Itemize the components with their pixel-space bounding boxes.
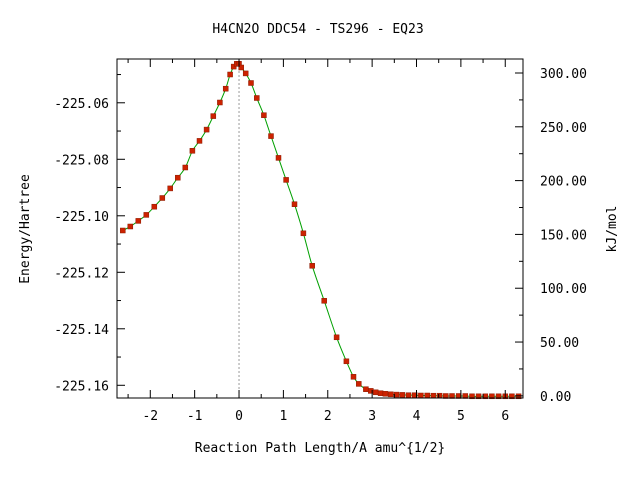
series-line <box>122 62 519 397</box>
data-point <box>321 298 327 304</box>
data-point <box>430 392 437 399</box>
y2-axis-label: kJ/mol <box>605 206 620 253</box>
y-tick-label: -225.12 <box>54 266 109 281</box>
data-point <box>436 392 443 399</box>
series-layer <box>120 61 522 400</box>
data-point <box>203 126 210 133</box>
chart-title: H4CN2O DDC54 - TS296 - EQ23 <box>212 22 423 37</box>
y-axis-label: Energy/Hartree <box>18 174 33 284</box>
data-point <box>489 393 495 400</box>
data-point <box>120 227 126 234</box>
data-point <box>189 148 196 154</box>
data-point <box>377 390 384 396</box>
x-tick-label: 0 <box>235 409 243 424</box>
data-point <box>363 386 369 392</box>
x-tick-label: -2 <box>142 409 158 424</box>
x-tick-label: 3 <box>368 409 376 424</box>
data-point <box>283 177 289 183</box>
data-point <box>418 392 424 399</box>
data-point <box>291 201 298 207</box>
data-point <box>382 391 389 397</box>
data-point <box>151 203 158 210</box>
data-point <box>343 358 350 365</box>
y2-tick-label: 150.00 <box>540 228 587 243</box>
x-tick-label: 6 <box>501 409 509 424</box>
y2-tick-label: 50.00 <box>540 336 579 351</box>
data-point <box>167 185 173 192</box>
data-point <box>175 174 181 181</box>
y-tick-label: -225.06 <box>54 97 109 112</box>
data-point <box>399 392 406 398</box>
y-tick-label: -225.08 <box>54 153 109 168</box>
data-point <box>242 70 249 77</box>
data-point <box>509 393 515 400</box>
x-tick-label: 2 <box>324 409 332 424</box>
data-point <box>309 263 315 269</box>
data-point <box>356 381 362 387</box>
data-point <box>388 391 394 398</box>
data-point <box>217 99 223 106</box>
data-point <box>127 223 134 230</box>
plot-frame <box>116 58 524 399</box>
data-point <box>159 195 166 201</box>
data-point <box>182 164 189 171</box>
data-point <box>261 112 267 118</box>
data-point <box>135 218 142 224</box>
data-point <box>469 393 475 400</box>
data-point <box>424 392 430 399</box>
x-tick-label: 4 <box>413 409 421 424</box>
data-point <box>350 374 357 380</box>
x-axis-label: Reaction Path Length/A amu^{1/2} <box>195 441 445 456</box>
x-tick-label: 1 <box>279 409 287 424</box>
y2-tick-label: 200.00 <box>540 175 587 190</box>
axis-layer: -2 -1 0 1 2 3 4 5 6 -225.06 -225.08 -225.10 -225.12 -… <box>54 59 587 424</box>
y-tick-label: -225.16 <box>54 379 109 394</box>
y2-tick-label: 300.00 <box>540 67 587 82</box>
data-point <box>372 389 379 396</box>
data-point <box>222 85 229 92</box>
x-tick-label: -1 <box>187 409 203 424</box>
y2-tick-label: 250.00 <box>540 121 587 136</box>
data-point <box>268 133 274 139</box>
data-point <box>248 80 254 86</box>
x-tick-label: 5 <box>457 409 465 424</box>
data-point <box>238 64 244 71</box>
data-point <box>196 138 203 144</box>
data-point <box>475 393 482 400</box>
data-point <box>333 334 340 341</box>
data-point <box>495 393 502 400</box>
data-point <box>254 95 260 101</box>
y2-tick-label: 0.00 <box>540 390 571 405</box>
data-point <box>210 113 217 119</box>
data-point <box>227 71 233 78</box>
y-tick-label: -225.10 <box>54 210 109 225</box>
data-point <box>405 392 412 398</box>
y2-tick-label: 100.00 <box>540 282 587 297</box>
data-point <box>275 155 282 161</box>
data-point <box>143 212 150 218</box>
y-tick-label: -225.14 <box>54 323 109 338</box>
data-point <box>230 63 237 70</box>
data-point <box>300 230 307 237</box>
